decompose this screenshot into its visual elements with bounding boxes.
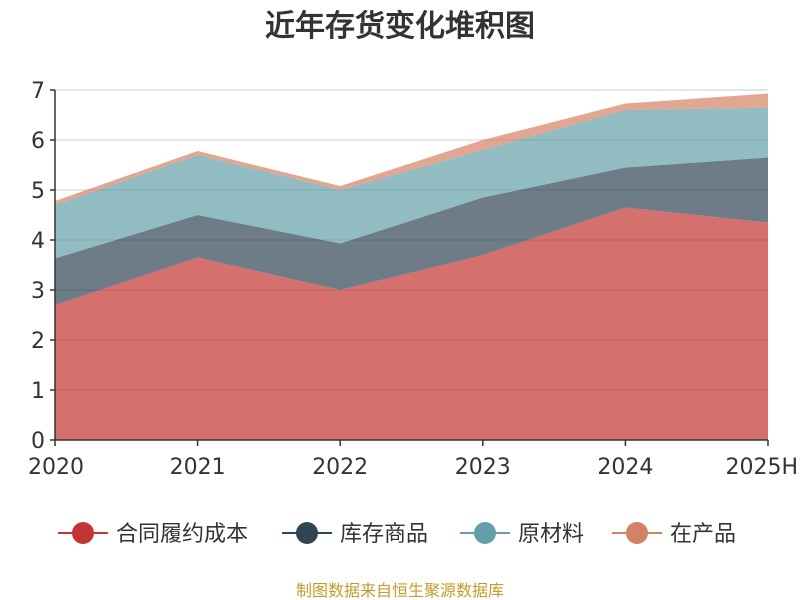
legend-marker [626,522,648,544]
area-series-3 [55,93,768,205]
x-tick-label: 2022 [312,455,368,480]
y-tick-label: 6 [31,129,45,154]
y-tick-label: 4 [31,229,45,254]
area-series-1 [55,157,768,305]
x-tick-label: 2021 [170,455,226,480]
y-tick-label: 1 [31,379,45,404]
x-tick-label: 2025H [725,455,798,480]
legend-item-3[interactable]: 在产品 [612,522,736,547]
y-tick-label: 3 [31,279,45,304]
source-note: 制图数据来自恒生聚源数据库 [296,581,504,600]
x-tick-label: 2020 [28,455,84,480]
legend-marker [296,522,318,544]
legend-label: 原材料 [518,522,584,547]
legend-label: 合同履约成本 [116,522,248,547]
y-tick-label: 5 [31,179,45,204]
x-tick-label: 2024 [597,455,653,480]
legend-marker [72,522,94,544]
legend-marker [474,522,496,544]
y-tick-label: 0 [31,429,45,454]
legend-label: 在产品 [670,522,736,547]
area-series-2 [55,107,768,259]
y-tick-label: 2 [31,329,45,354]
legend-label: 库存商品 [340,522,428,547]
legend-item-2[interactable]: 原材料 [460,522,584,547]
chart-title: 近年存货变化堆积图 [265,9,535,44]
axes: 0 1 2 3 4 5 6 7 2020 2021 2022 2023 2024 2025H [28,79,798,480]
area-series-0 [55,207,768,440]
area-series-group [55,93,768,440]
legend-item-1[interactable]: 库存商品 [282,522,428,547]
legend[interactable]: 合同履约成本 库存商品 原材料 在产品 [58,522,736,547]
legend-item-0[interactable]: 合同履约成本 [58,522,248,547]
y-tick-label: 7 [31,79,45,104]
x-tick-label: 2023 [455,455,511,480]
